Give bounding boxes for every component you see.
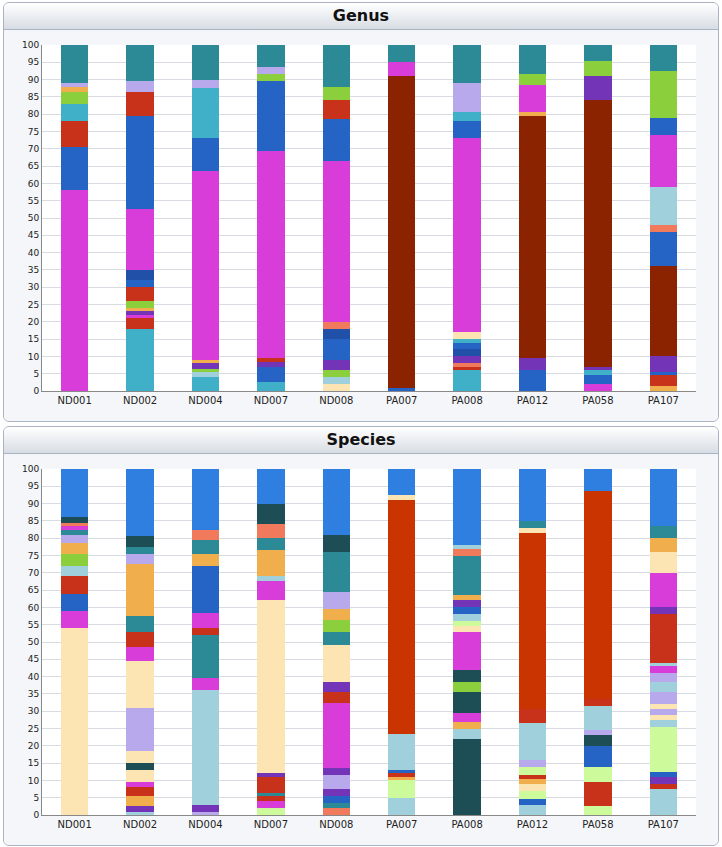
svg-text:90: 90 — [28, 75, 40, 85]
svg-text:95: 95 — [28, 481, 39, 491]
svg-text:35: 35 — [28, 689, 39, 699]
svg-text:65: 65 — [28, 161, 39, 171]
svg-text:40: 40 — [28, 248, 40, 258]
svg-text:ND002: ND002 — [123, 819, 157, 830]
svg-text:ND007: ND007 — [254, 395, 288, 406]
svg-text:ND002: ND002 — [123, 395, 157, 406]
html-text:Genus: Genus — [332, 6, 390, 25]
svg-text:ND004: ND004 — [188, 819, 222, 830]
svg-text:PA007: PA007 — [386, 395, 417, 406]
svg-text:80: 80 — [28, 533, 40, 543]
svg-text:40: 40 — [28, 672, 40, 682]
svg-text:70: 70 — [28, 568, 40, 578]
svg-text:PA107: PA107 — [648, 395, 679, 406]
svg-text:ND008: ND008 — [319, 819, 353, 830]
svg-text:10: 10 — [28, 352, 40, 362]
svg-text:60: 60 — [28, 603, 40, 613]
svg-text:55: 55 — [28, 620, 39, 630]
svg-text:ND007: ND007 — [254, 819, 288, 830]
svg-text:85: 85 — [28, 516, 39, 526]
svg-text:20: 20 — [28, 317, 40, 327]
svg-text:PA008: PA008 — [451, 395, 482, 406]
svg-text:45: 45 — [28, 230, 39, 240]
svg-text:25: 25 — [28, 300, 39, 310]
svg-text:15: 15 — [28, 334, 39, 344]
svg-text:0: 0 — [33, 386, 39, 396]
svg-text:75: 75 — [28, 551, 39, 561]
svg-text:60: 60 — [28, 179, 40, 189]
svg-text:ND004: ND004 — [188, 395, 222, 406]
svg-text:15: 15 — [28, 758, 39, 768]
svg-text:45: 45 — [28, 654, 39, 664]
svg-text:ND008: ND008 — [319, 395, 353, 406]
svg-text:10: 10 — [28, 776, 40, 786]
svg-text:90: 90 — [28, 499, 40, 509]
svg-text:ND001: ND001 — [58, 819, 92, 830]
svg-text:95: 95 — [28, 57, 39, 67]
svg-text:75: 75 — [28, 127, 39, 137]
svg-text:PA012: PA012 — [517, 395, 548, 406]
svg-text:30: 30 — [28, 706, 40, 716]
svg-text:25: 25 — [28, 724, 39, 734]
svg-text:20: 20 — [28, 741, 40, 751]
svg-text:50: 50 — [28, 213, 40, 223]
svg-text:PA008: PA008 — [451, 819, 482, 830]
svg-text:5: 5 — [33, 793, 39, 803]
svg-text:70: 70 — [28, 144, 40, 154]
svg-text:65: 65 — [28, 585, 39, 595]
svg-text:100: 100 — [22, 40, 39, 50]
html-text:Species: Species — [326, 430, 396, 449]
svg-text:30: 30 — [28, 282, 40, 292]
svg-text:PA012: PA012 — [517, 819, 548, 830]
svg-text:PA058: PA058 — [582, 819, 613, 830]
svg-text:50: 50 — [28, 637, 40, 647]
svg-text:80: 80 — [28, 109, 40, 119]
svg-text:100: 100 — [22, 464, 39, 474]
svg-text:55: 55 — [28, 196, 39, 206]
svg-text:0: 0 — [33, 810, 39, 820]
svg-text:PA107: PA107 — [648, 819, 679, 830]
svg-text:5: 5 — [33, 369, 39, 379]
svg-text:PA058: PA058 — [582, 395, 613, 406]
svg-text:PA007: PA007 — [386, 819, 417, 830]
svg-text:ND001: ND001 — [58, 395, 92, 406]
svg-text:35: 35 — [28, 265, 39, 275]
svg-text:85: 85 — [28, 92, 39, 102]
